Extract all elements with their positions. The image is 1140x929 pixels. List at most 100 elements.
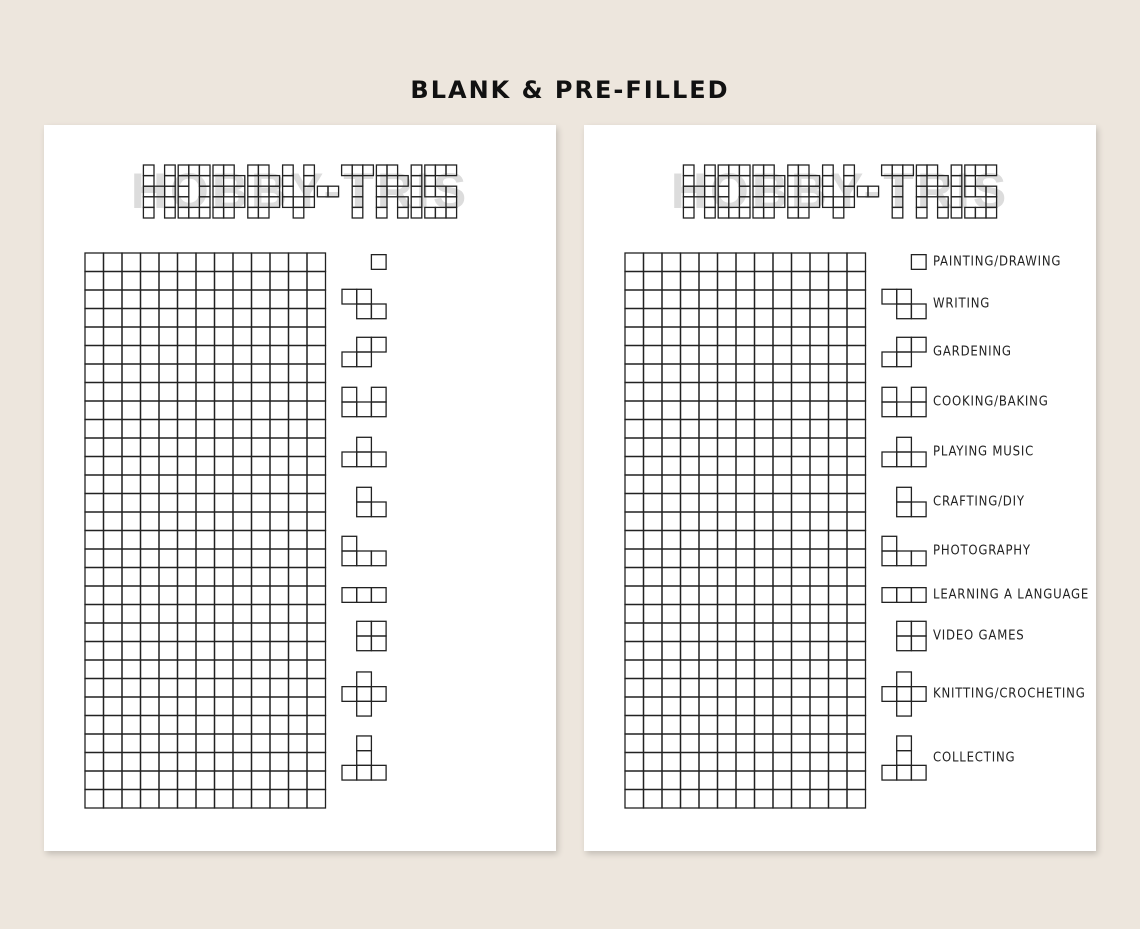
grid-cell: [772, 326, 793, 347]
title-letter-cell: [964, 164, 977, 177]
grid-cell: [772, 677, 793, 698]
grid-cell: [753, 455, 774, 476]
grid-cell: [306, 566, 327, 587]
grid-cell: [809, 400, 830, 421]
grid-cell: [809, 714, 830, 735]
grid-cell: [84, 640, 105, 661]
tracker-grid[interactable]: [84, 252, 327, 809]
grid-cell: [735, 289, 756, 310]
tracker-grid[interactable]: [624, 252, 867, 809]
grid-cell: [809, 252, 830, 273]
grid-cell: [827, 696, 848, 717]
legend-label: WRITING: [933, 296, 991, 312]
grid-cell: [176, 289, 197, 310]
title-letter-cell: [867, 185, 880, 198]
grid-cell: [102, 640, 123, 661]
grid-cell: [287, 363, 308, 384]
piece-cell: [896, 288, 913, 305]
grid-cell: [121, 548, 142, 569]
title-letter-cell: [926, 164, 939, 177]
grid-cell: [679, 270, 700, 291]
grid-cell: [306, 677, 327, 698]
grid-cell: [250, 344, 271, 365]
piece-cell: [910, 635, 927, 652]
grid-cell: [176, 788, 197, 809]
grid-cell: [176, 363, 197, 384]
title-letter-cell: [682, 174, 695, 187]
grid-cell: [139, 474, 160, 495]
piece-cell: [910, 336, 927, 353]
grid-cell: [753, 659, 774, 680]
grid-cell: [158, 511, 179, 532]
legend-label: CRAFTING/DIY: [933, 494, 1025, 510]
piece-cell: [910, 451, 927, 468]
grid-cell: [232, 548, 253, 569]
grid-cell: [250, 788, 271, 809]
piece-cell: [896, 635, 913, 652]
title-letter-cell: [728, 164, 741, 177]
grid-cell: [121, 381, 142, 402]
grid-cell: [158, 381, 179, 402]
title-letter-cell: [303, 174, 316, 187]
title-letter-cell: [915, 174, 928, 187]
grid-cell: [84, 751, 105, 772]
title-letter-cell: [936, 206, 949, 219]
grid-cell: [232, 622, 253, 643]
grid-cell: [176, 548, 197, 569]
grid-cell: [139, 659, 160, 680]
grid-cell: [827, 640, 848, 661]
title-letter-cell: [717, 174, 730, 187]
title-letter-cell: [198, 174, 211, 187]
title-letter-cell: [303, 196, 316, 209]
grid-cell: [772, 381, 793, 402]
piece-cell: [341, 351, 358, 368]
title-letter-cell: [950, 185, 963, 198]
grid-cell: [176, 566, 197, 587]
title-letter-cell: [821, 174, 834, 187]
grid-cell: [735, 418, 756, 439]
title-letter-cell: [351, 185, 364, 198]
grid-cell: [827, 714, 848, 735]
grid-cell: [753, 418, 774, 439]
grid-cell: [195, 696, 216, 717]
grid-cell: [121, 418, 142, 439]
grid-cell: [213, 696, 234, 717]
grid-cell: [269, 437, 290, 458]
piece-cell: [356, 351, 373, 368]
grid-cell: [735, 363, 756, 384]
grid-cell: [642, 788, 663, 809]
grid-cell: [846, 770, 867, 791]
grid-cell: [102, 307, 123, 328]
grid-cell: [679, 659, 700, 680]
piece-cell: [896, 586, 913, 603]
title-letter-cell: [247, 174, 260, 187]
grid-cell: [716, 418, 737, 439]
title-letter-cell: [177, 206, 190, 219]
grid-cell: [250, 474, 271, 495]
title-letter-cell: [396, 206, 409, 219]
grid-cell: [642, 418, 663, 439]
grid-cell: [213, 603, 234, 624]
grid-cell: [624, 677, 645, 698]
grid-cell: [624, 622, 645, 643]
grid-cell: [679, 474, 700, 495]
grid-cell: [176, 252, 197, 273]
grid-cell: [250, 511, 271, 532]
grid-cell: [176, 529, 197, 550]
grid-cell: [84, 252, 105, 273]
grid-cell: [213, 677, 234, 698]
legend-piece-icon: [881, 535, 927, 567]
grid-cell: [846, 640, 867, 661]
grid-cell: [195, 326, 216, 347]
grid-cell: [661, 400, 682, 421]
grid-cell: [661, 344, 682, 365]
grid-cell: [195, 252, 216, 273]
title-letter-cell: [964, 185, 977, 198]
grid-cell: [790, 788, 811, 809]
grid-cell: [84, 733, 105, 754]
piece-cell: [896, 550, 913, 567]
grid-cell: [250, 714, 271, 735]
title-letter-cell: [351, 196, 364, 209]
grid-cell: [102, 733, 123, 754]
grid-cell: [809, 770, 830, 791]
